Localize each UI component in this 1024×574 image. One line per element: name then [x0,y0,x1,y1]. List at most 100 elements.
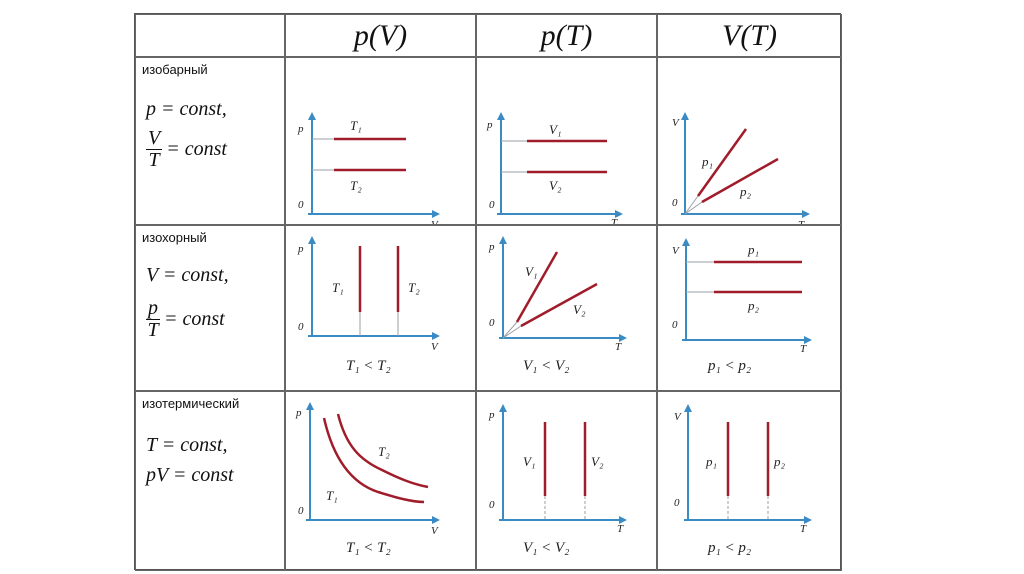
axis-label-v: V [431,341,439,353]
origin-label: 0 [298,505,304,517]
row-head-isothermal: изотермический T = const, pV = const [135,391,285,571]
axis-label-v: V [672,245,680,257]
corner-cell [135,14,285,57]
plot-isothermal-pt: p T 0 V₁ V₂ V₁ < V₂ [476,391,657,571]
process-name: изохорный [142,230,207,245]
x-axis-arrow [619,334,627,342]
y-axis-arrow [497,112,505,120]
axis-label-t: T [617,523,624,535]
plot-isochoric-pt: p T 0 V₁ V₂ V₁ < V₂ [476,225,657,391]
axis-label-v: V [672,117,680,129]
y-axis-arrow [681,112,689,120]
isothermal-pt-graph: p T 0 V₁ V₂ V₁ < V₂ [488,404,627,556]
isochoric-vt-graph: V T 0 p₁ p₂ p₁ < p₂ [672,238,812,374]
fraction-denominator: T [148,149,160,171]
guide-line [502,325,522,339]
condition-text: T₁ < T₂ [346,540,391,556]
axis-label-t: T [800,523,807,535]
process-name: изотермический [142,396,240,411]
axis-label-p: p [488,241,495,253]
header-p-of-t: p(T) [476,14,657,57]
x-axis-arrow [619,516,627,524]
y-axis-arrow [682,238,690,246]
equation: T = const, [146,434,228,456]
condition-text: T₁ < T₂ [346,358,391,374]
axis-label-p: p [486,119,493,131]
fraction-rest: = const [166,138,227,160]
label-v1: V₁ [549,122,561,137]
plot-isobaric-pt: p T 0 V₁ V₂ V₁ < V₂ [476,57,657,225]
isobaric-pt-graph: p T 0 V₁ V₂ V₁ < V₂ [486,112,623,224]
equation: V = const, [146,264,229,286]
origin-label: 0 [672,197,678,209]
label-t2: T₂ [378,444,390,459]
condition-text: p₁ < p₂ [707,540,751,556]
plot-isobaric-pv: p V 0 T₁ T₂ T₁ < T₂ [285,57,476,225]
isotherm-t1 [322,417,425,504]
guide-line [684,195,699,215]
fraction-rest: = const [164,308,225,330]
isothermal-vt-graph: V T 0 p₁ p₂ p₁ < p₂ [674,404,812,556]
label-t2: T₂ [350,178,362,193]
y-axis-arrow [684,404,692,412]
label-t1: T₁ [350,118,362,133]
axis-label-p: p [297,243,304,255]
axis-label-p: p [488,409,495,421]
axis-label-v: V [674,411,682,423]
origin-label: 0 [298,321,304,333]
axis-label-t: T [798,219,805,224]
label-p1: p₁ [705,454,717,469]
label-t2: T₂ [408,280,420,295]
label-p1: p₁ [701,154,713,169]
isobaric-pv-graph: p V 0 T₁ T₂ T₁ < T₂ [297,112,440,224]
label-p2: p₂ [773,454,786,469]
isobar-p2 [701,157,779,204]
y-axis-arrow [499,236,507,244]
axis-label-t: T [800,343,807,355]
label-v2: V₂ [573,302,586,317]
plot-isobaric-vt: V T 0 p₁ p₂ p₁ < p₂ [657,57,842,225]
header-p-of-v: p(V) [285,14,476,57]
guide-line [684,201,703,215]
condition-text: V₁ < V₂ [523,358,569,374]
origin-label: 0 [672,319,678,331]
equation: pV = const [146,464,234,486]
origin-label: 0 [674,497,680,509]
y-axis-arrow [306,402,314,410]
axis-label-p: p [295,407,302,419]
isothermal-pv-graph: p V 0 T₁ T₂ T₁ < T₂ [295,402,440,556]
plot-isochoric-vt: V T 0 p₁ p₂ p₁ < p₂ [657,225,842,391]
axis-label-p: p [297,123,304,135]
axis-label-t: T [611,217,618,224]
equation: p = const, [146,98,227,120]
condition-text: p₁ < p₂ [707,358,751,374]
plot-isochoric-pv: p V 0 T₁ T₂ T₁ < T₂ [285,225,476,391]
axis-label-v: V [431,219,439,224]
plot-isothermal-vt: V T 0 p₁ p₂ p₁ < p₂ [657,391,842,571]
guide-line [502,321,518,339]
label-v2: V₂ [549,178,562,193]
axis-label-t: T [615,341,622,353]
y-axis-arrow [499,404,507,412]
x-axis-arrow [804,336,812,344]
origin-label: 0 [489,199,495,211]
isochoric-pt-graph: p T 0 V₁ V₂ V₁ < V₂ [488,236,627,374]
header-v-of-t: V(T) [657,14,842,57]
label-p1: p₁ [747,242,759,257]
fraction-numerator: V [146,127,163,150]
isobar-p1 [696,128,748,197]
label-p2: p₂ [747,298,760,313]
fraction-denominator: T [147,319,159,341]
label-v2: V₂ [591,454,604,469]
label-t1: T₁ [332,280,344,295]
y-axis-arrow [308,236,316,244]
isobaric-vt-graph: V T 0 p₁ p₂ p₁ < p₂ [672,112,810,224]
label-t1: T₁ [326,488,338,503]
isotherm-t2 [336,413,429,489]
origin-label: 0 [489,499,495,511]
plot-isothermal-pv: p V 0 T₁ T₂ T₁ < T₂ [285,391,476,571]
isochoric-pv-graph: p V 0 T₁ T₂ T₁ < T₂ [297,236,440,374]
